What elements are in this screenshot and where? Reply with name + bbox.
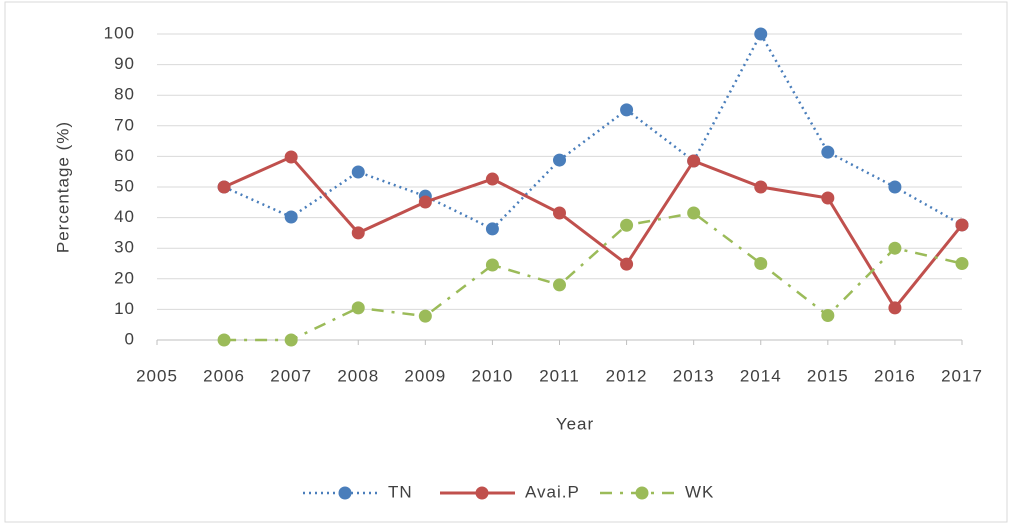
data-point	[888, 180, 902, 194]
data-point	[351, 165, 365, 179]
x-tick-label: 2012	[606, 366, 648, 385]
y-tick-label: 0	[125, 329, 135, 348]
legend-marker	[635, 486, 649, 500]
data-point	[888, 241, 902, 255]
legend-label: WK	[685, 482, 714, 501]
legend-marker	[338, 486, 352, 500]
data-point	[418, 195, 432, 209]
x-tick-label: 2011	[539, 366, 580, 385]
y-tick-label: 100	[104, 23, 135, 42]
data-point	[553, 153, 566, 167]
data-point	[553, 278, 566, 292]
y-tick-label: 90	[114, 54, 135, 73]
y-tick-label: 50	[114, 176, 135, 195]
data-point	[351, 226, 365, 240]
x-tick-label: 2007	[270, 366, 312, 385]
chart-border	[4, 1, 1008, 523]
x-axis-label: Year	[556, 414, 594, 433]
x-tick-label: 2010	[472, 366, 514, 385]
data-point	[821, 145, 835, 159]
data-point	[217, 333, 231, 347]
y-tick-label: 70	[114, 115, 135, 134]
data-point	[955, 218, 969, 232]
y-tick-label: 80	[114, 85, 135, 104]
legend-marker	[475, 486, 489, 500]
y-tick-label: 60	[114, 146, 135, 165]
data-point	[553, 206, 566, 220]
x-tick-label: 2005	[136, 366, 178, 385]
data-point	[418, 309, 432, 323]
y-tick-label: 30	[114, 238, 135, 257]
data-point	[351, 301, 365, 315]
legend-label: TN	[388, 482, 413, 501]
data-point	[485, 258, 499, 272]
series-line	[223, 31, 963, 231]
data-point	[821, 191, 835, 205]
data-point	[620, 218, 634, 232]
data-point	[284, 150, 298, 164]
x-tick-label: 2017	[941, 366, 983, 385]
data-point	[620, 103, 634, 117]
data-point	[754, 27, 768, 41]
x-tick-label: 2013	[673, 366, 715, 385]
x-tick-label: 2006	[203, 366, 245, 385]
data-point	[485, 172, 499, 186]
data-point	[284, 333, 298, 347]
data-point	[217, 180, 231, 194]
data-point	[754, 180, 768, 194]
data-point	[754, 257, 768, 270]
y-axis-label: Percentage (%)	[53, 121, 72, 253]
series-line	[223, 155, 964, 311]
data-point	[284, 210, 298, 224]
data-point	[485, 222, 499, 236]
data-point	[687, 206, 701, 220]
legend-label: Avai.P	[525, 482, 580, 501]
data-point	[888, 301, 902, 315]
data-point	[620, 257, 634, 271]
x-tick-label: 2014	[740, 366, 782, 385]
y-tick-label: 20	[114, 268, 135, 287]
y-tick-label: 10	[114, 299, 135, 318]
x-tick-label: 2009	[404, 366, 446, 385]
data-point	[821, 309, 835, 323]
y-tick-label: 40	[114, 207, 135, 226]
series-line	[224, 211, 963, 342]
x-tick-label: 2015	[807, 366, 849, 385]
data-point	[687, 154, 701, 168]
x-tick-label: 2016	[874, 366, 916, 385]
x-tick-label: 2008	[337, 366, 379, 385]
data-point	[955, 257, 969, 270]
